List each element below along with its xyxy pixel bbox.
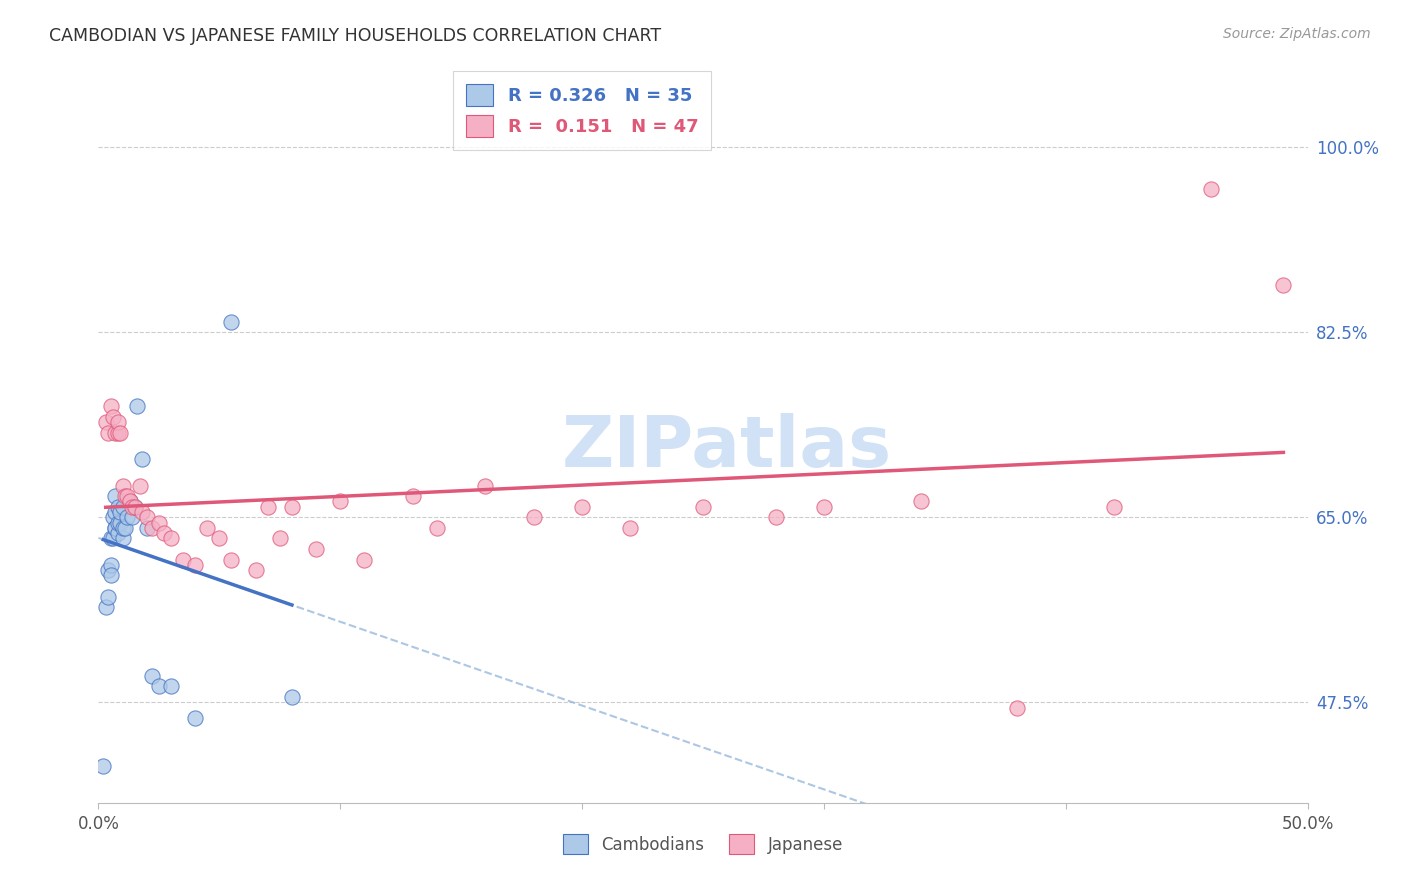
Legend: Cambodians, Japanese: Cambodians, Japanese bbox=[557, 828, 849, 861]
Point bbox=[124, 500, 146, 514]
Point bbox=[281, 500, 304, 514]
Point bbox=[813, 500, 835, 514]
Point bbox=[100, 532, 122, 546]
Point bbox=[121, 510, 143, 524]
Point bbox=[114, 521, 136, 535]
Point bbox=[184, 711, 207, 725]
Point bbox=[426, 521, 449, 535]
Point bbox=[692, 500, 714, 514]
Point bbox=[107, 415, 129, 429]
Point bbox=[160, 532, 183, 546]
Point bbox=[1272, 277, 1295, 292]
Point bbox=[117, 489, 139, 503]
Point bbox=[107, 516, 129, 530]
Point bbox=[107, 526, 129, 541]
Point bbox=[1007, 700, 1029, 714]
Point bbox=[111, 532, 134, 546]
Point bbox=[148, 680, 170, 694]
Point bbox=[114, 489, 136, 503]
Point bbox=[160, 680, 183, 694]
Point bbox=[111, 521, 134, 535]
Point bbox=[195, 521, 218, 535]
Point bbox=[97, 563, 120, 577]
Point bbox=[101, 510, 124, 524]
Point bbox=[141, 521, 163, 535]
Point bbox=[353, 552, 375, 566]
Point bbox=[1199, 182, 1222, 196]
Point bbox=[221, 315, 243, 329]
Point bbox=[118, 494, 141, 508]
Point bbox=[135, 510, 157, 524]
Text: ZIPatlas: ZIPatlas bbox=[562, 413, 893, 482]
Point bbox=[1102, 500, 1125, 514]
Point bbox=[269, 532, 291, 546]
Point bbox=[131, 452, 153, 467]
Point bbox=[94, 415, 117, 429]
Point bbox=[281, 690, 304, 704]
Point bbox=[131, 505, 153, 519]
Point bbox=[256, 500, 278, 514]
Point bbox=[104, 489, 127, 503]
Point bbox=[100, 399, 122, 413]
Point bbox=[100, 558, 122, 572]
Point bbox=[221, 552, 243, 566]
Point bbox=[128, 478, 150, 492]
Point bbox=[523, 510, 546, 524]
Point bbox=[619, 521, 641, 535]
Point bbox=[117, 510, 139, 524]
Point bbox=[107, 425, 129, 440]
Point bbox=[91, 758, 114, 772]
Point bbox=[104, 505, 127, 519]
Point bbox=[402, 489, 425, 503]
Point bbox=[104, 521, 127, 535]
Point bbox=[97, 425, 120, 440]
Point bbox=[104, 521, 127, 535]
Point bbox=[108, 516, 131, 530]
Point bbox=[107, 500, 129, 514]
Point bbox=[141, 669, 163, 683]
Point bbox=[329, 494, 352, 508]
Point bbox=[148, 516, 170, 530]
Point bbox=[108, 425, 131, 440]
Point bbox=[305, 541, 328, 556]
Point bbox=[135, 521, 157, 535]
Point bbox=[765, 510, 787, 524]
Point bbox=[111, 478, 134, 492]
Point bbox=[571, 500, 593, 514]
Point bbox=[101, 532, 124, 546]
Point bbox=[97, 590, 120, 604]
Point bbox=[910, 494, 932, 508]
Point bbox=[94, 600, 117, 615]
Point bbox=[208, 532, 231, 546]
Point bbox=[101, 409, 124, 424]
Point bbox=[100, 568, 122, 582]
Point bbox=[104, 425, 127, 440]
Point bbox=[474, 478, 496, 492]
Point bbox=[124, 500, 146, 514]
Point bbox=[108, 505, 131, 519]
Point bbox=[127, 399, 149, 413]
Point bbox=[245, 563, 267, 577]
Text: Source: ZipAtlas.com: Source: ZipAtlas.com bbox=[1223, 27, 1371, 41]
Point bbox=[111, 500, 134, 514]
Point bbox=[152, 526, 174, 541]
Point bbox=[121, 500, 143, 514]
Point bbox=[118, 494, 141, 508]
Text: CAMBODIAN VS JAPANESE FAMILY HOUSEHOLDS CORRELATION CHART: CAMBODIAN VS JAPANESE FAMILY HOUSEHOLDS … bbox=[49, 27, 661, 45]
Point bbox=[184, 558, 207, 572]
Point bbox=[172, 552, 194, 566]
